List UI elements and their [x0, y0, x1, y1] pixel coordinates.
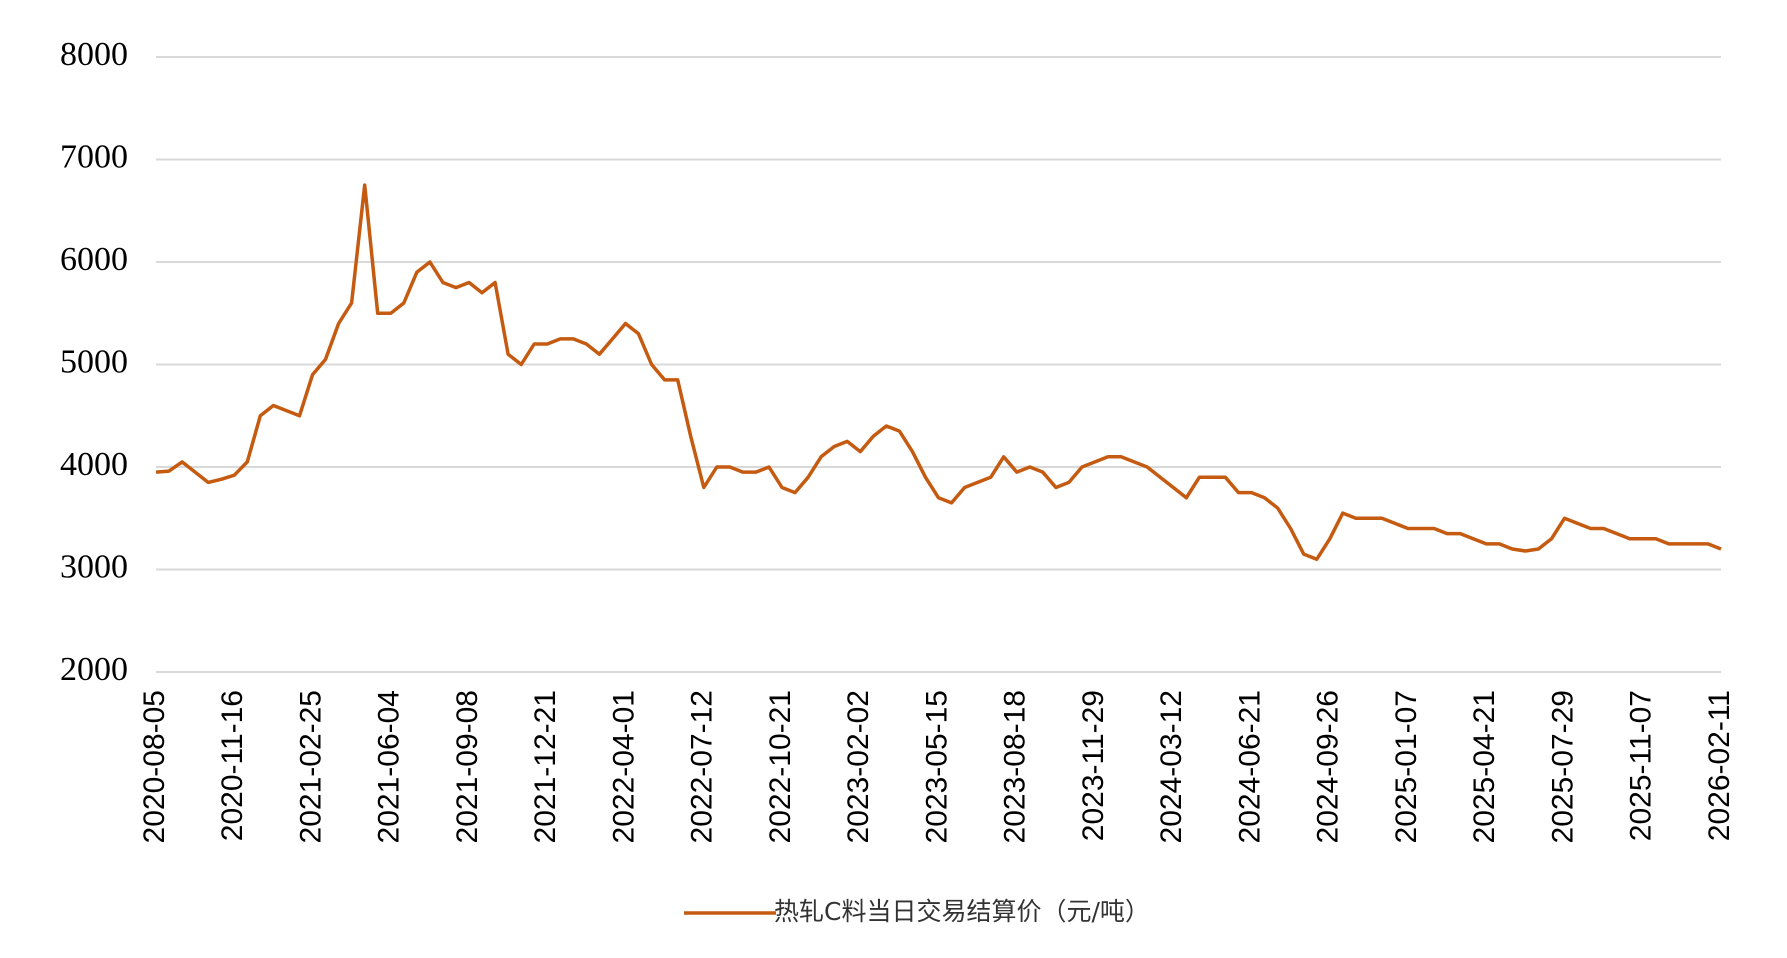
x-tick-label: 2020-11-16	[216, 690, 249, 841]
x-tick-label: 2022-07-12	[686, 690, 719, 843]
y-tick-label: 5000	[60, 343, 128, 380]
legend-label: 热轧C料当日交易结算价（元/吨）	[774, 897, 1150, 926]
y-tick-label: 4000	[60, 446, 128, 483]
y-tick-label: 8000	[60, 36, 128, 73]
x-tick-label: 2026-02-11	[1703, 690, 1736, 841]
x-tick-label: 2025-07-29	[1546, 690, 1579, 843]
x-tick-label: 2022-10-21	[764, 690, 797, 843]
x-tick-label: 2024-09-26	[1312, 690, 1345, 843]
x-tick-label: 2021-12-21	[529, 690, 562, 843]
x-tick-label: 2024-06-21	[1233, 690, 1266, 843]
x-tick-label: 2021-09-08	[451, 690, 484, 843]
x-tick-label: 2020-08-05	[138, 690, 171, 843]
x-tick-label: 2025-01-07	[1390, 690, 1423, 843]
x-tick-label: 2025-04-21	[1468, 690, 1501, 843]
x-tick-label: 2025-11-07	[1625, 690, 1658, 841]
x-tick-label: 2022-04-01	[607, 690, 640, 843]
x-tick-label: 2024-03-12	[1155, 690, 1188, 843]
x-tick-label: 2023-02-02	[842, 690, 875, 843]
x-tick-label: 2023-05-15	[920, 690, 953, 843]
y-tick-label: 6000	[60, 241, 128, 278]
y-tick-label: 7000	[60, 138, 128, 175]
x-tick-label: 2023-08-18	[999, 690, 1032, 843]
x-tick-label: 2021-02-25	[294, 690, 327, 843]
line-series	[155, 183, 1722, 562]
x-tick-label: 2021-06-04	[373, 690, 406, 843]
y-tick-label: 2000	[60, 651, 128, 688]
x-tick-label: 2023-11-29	[1077, 690, 1110, 841]
y-tick-label: 3000	[60, 548, 128, 585]
